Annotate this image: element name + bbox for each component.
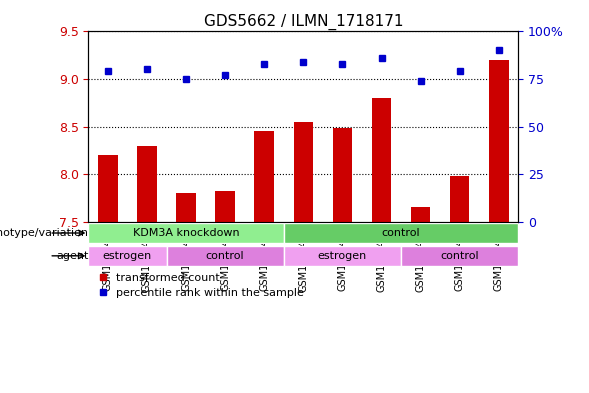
Bar	[216, 191, 235, 222]
Text: control: control	[382, 228, 421, 238]
FancyBboxPatch shape	[88, 223, 284, 243]
Text: genotype/variation: genotype/variation	[0, 228, 88, 238]
Text: agent: agent	[56, 251, 88, 261]
Bar	[489, 60, 508, 222]
Text: control: control	[441, 251, 479, 261]
Text: estrogen: estrogen	[318, 251, 367, 261]
Bar	[293, 122, 313, 222]
Text: control: control	[206, 251, 244, 261]
Bar	[254, 131, 274, 222]
Bar	[333, 129, 352, 222]
Title: GDS5662 / ILMN_1718171: GDS5662 / ILMN_1718171	[204, 14, 403, 30]
Text: estrogen: estrogen	[103, 251, 152, 261]
Bar	[372, 98, 391, 222]
Bar	[176, 193, 196, 222]
FancyBboxPatch shape	[167, 246, 284, 266]
FancyBboxPatch shape	[284, 246, 401, 266]
Legend: transformed count, percentile rank within the sample: transformed count, percentile rank withi…	[94, 268, 309, 303]
FancyBboxPatch shape	[88, 246, 167, 266]
Bar	[450, 176, 469, 222]
FancyBboxPatch shape	[284, 223, 518, 243]
FancyBboxPatch shape	[401, 246, 518, 266]
Bar	[411, 208, 431, 222]
Text: KDM3A knockdown: KDM3A knockdown	[133, 228, 239, 238]
Bar	[137, 145, 157, 222]
Bar	[98, 155, 118, 222]
